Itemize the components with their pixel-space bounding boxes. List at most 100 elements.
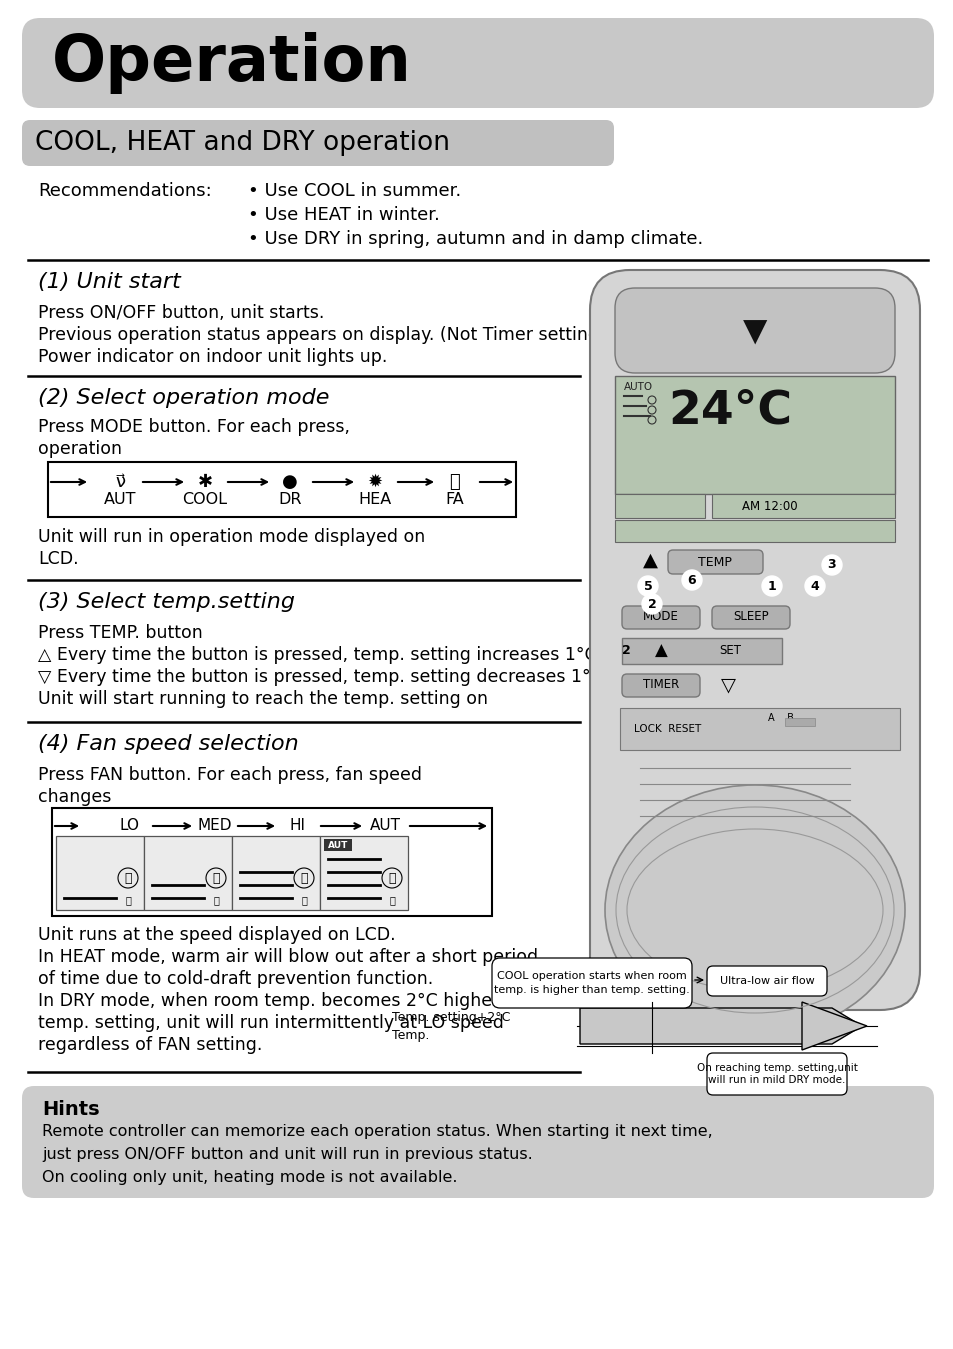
Text: ▽: ▽ bbox=[720, 676, 735, 695]
Text: LO: LO bbox=[120, 819, 140, 834]
Text: DR: DR bbox=[278, 492, 301, 507]
Text: △ Every time the button is pressed, temp. setting increases 1°C: △ Every time the button is pressed, temp… bbox=[38, 646, 596, 664]
Text: ⏻: ⏻ bbox=[301, 894, 307, 905]
Text: ν⃗: ν⃗ bbox=[115, 473, 125, 491]
Text: Temp.: Temp. bbox=[392, 1029, 429, 1043]
Text: (4) Fan speed selection: (4) Fan speed selection bbox=[38, 734, 298, 754]
Text: LOCK  RESET: LOCK RESET bbox=[634, 724, 700, 734]
FancyBboxPatch shape bbox=[615, 287, 894, 374]
Text: (2) Select operation mode: (2) Select operation mode bbox=[38, 389, 329, 407]
Text: 2: 2 bbox=[621, 645, 630, 657]
FancyBboxPatch shape bbox=[589, 270, 919, 1010]
Text: COOL, HEAT and DRY operation: COOL, HEAT and DRY operation bbox=[35, 130, 450, 156]
Bar bbox=[319, 836, 408, 911]
Bar bbox=[615, 519, 894, 542]
Text: ⦿: ⦿ bbox=[300, 871, 308, 885]
Text: just press ON/OFF button and unit will run in previous status.: just press ON/OFF button and unit will r… bbox=[42, 1147, 532, 1161]
Text: 24°C: 24°C bbox=[667, 389, 791, 433]
Text: ⏻: ⏻ bbox=[389, 894, 395, 905]
Text: AUT: AUT bbox=[104, 492, 136, 507]
Circle shape bbox=[681, 571, 701, 590]
Text: Operation: Operation bbox=[52, 32, 412, 94]
Text: HEA: HEA bbox=[358, 492, 392, 507]
Text: • Use HEAT in winter.: • Use HEAT in winter. bbox=[248, 206, 439, 224]
Circle shape bbox=[821, 554, 841, 575]
Text: A    B: A B bbox=[767, 714, 793, 723]
Text: ▾: ▾ bbox=[742, 308, 766, 356]
Text: 3: 3 bbox=[827, 558, 836, 572]
Text: TIMER: TIMER bbox=[642, 679, 679, 692]
Text: ⏻: ⏻ bbox=[213, 894, 218, 905]
Text: (3) Select temp.setting: (3) Select temp.setting bbox=[38, 592, 294, 612]
Text: ⏻: ⏻ bbox=[125, 894, 131, 905]
Text: Remote controller can memorize each operation status. When starting it next time: Remote controller can memorize each oper… bbox=[42, 1124, 712, 1139]
Text: Press TEMP. button: Press TEMP. button bbox=[38, 625, 203, 642]
Text: In HEAT mode, warm air will blow out after a short period: In HEAT mode, warm air will blow out aft… bbox=[38, 948, 537, 966]
Text: Unit runs at the speed displayed on LCD.: Unit runs at the speed displayed on LCD. bbox=[38, 925, 395, 944]
Text: Press ON/OFF button, unit starts.: Press ON/OFF button, unit starts. bbox=[38, 304, 324, 322]
Text: (1) Unit start: (1) Unit start bbox=[38, 272, 180, 291]
Text: regardless of FAN setting.: regardless of FAN setting. bbox=[38, 1036, 262, 1054]
Bar bbox=[615, 494, 704, 518]
Text: 5: 5 bbox=[643, 580, 652, 592]
Bar bbox=[619, 708, 899, 750]
Bar bbox=[324, 839, 352, 851]
Text: changes: changes bbox=[38, 788, 112, 805]
Bar bbox=[232, 836, 319, 911]
Circle shape bbox=[638, 576, 658, 596]
Bar bbox=[144, 836, 232, 911]
Text: ⦿: ⦿ bbox=[449, 473, 460, 491]
Text: HI: HI bbox=[290, 819, 306, 834]
Text: ▲: ▲ bbox=[654, 642, 667, 660]
Text: ▲: ▲ bbox=[641, 550, 657, 569]
Bar bbox=[52, 808, 492, 916]
Circle shape bbox=[804, 576, 824, 596]
FancyBboxPatch shape bbox=[711, 606, 789, 629]
Text: AUT: AUT bbox=[328, 840, 348, 850]
Text: SLEEP: SLEEP bbox=[733, 611, 768, 623]
Text: • Use COOL in summer.: • Use COOL in summer. bbox=[248, 182, 460, 200]
Text: ▽ Every time the button is pressed, temp. setting decreases 1°C: ▽ Every time the button is pressed, temp… bbox=[38, 668, 602, 687]
FancyBboxPatch shape bbox=[706, 1054, 846, 1095]
FancyBboxPatch shape bbox=[492, 958, 691, 1008]
Text: Hints: Hints bbox=[42, 1099, 99, 1120]
Text: TEMP: TEMP bbox=[698, 556, 731, 568]
Text: ✹: ✹ bbox=[367, 473, 382, 491]
Polygon shape bbox=[801, 1002, 866, 1050]
Text: MODE: MODE bbox=[642, 611, 679, 623]
Bar bbox=[784, 718, 814, 726]
Bar bbox=[56, 836, 144, 911]
Text: ⦿: ⦿ bbox=[212, 871, 219, 885]
Text: of time due to cold-draft prevention function.: of time due to cold-draft prevention fun… bbox=[38, 970, 433, 987]
Text: Unit will start running to reach the temp. setting on: Unit will start running to reach the tem… bbox=[38, 689, 488, 708]
Text: 1: 1 bbox=[767, 580, 776, 592]
Text: AUTO: AUTO bbox=[623, 382, 653, 393]
Text: In DRY mode, when room temp. becomes 2°C higher than: In DRY mode, when room temp. becomes 2°C… bbox=[38, 992, 543, 1010]
Text: 2: 2 bbox=[647, 598, 656, 611]
Bar bbox=[621, 638, 781, 664]
Text: On cooling only unit, heating mode is not available.: On cooling only unit, heating mode is no… bbox=[42, 1170, 457, 1184]
FancyBboxPatch shape bbox=[667, 550, 762, 575]
Text: LCD.: LCD. bbox=[38, 550, 78, 568]
Bar bbox=[615, 376, 894, 494]
FancyBboxPatch shape bbox=[22, 120, 614, 166]
Text: • Use DRY in spring, autumn and in damp climate.: • Use DRY in spring, autumn and in damp … bbox=[248, 229, 702, 248]
Text: AUT: AUT bbox=[369, 819, 400, 834]
Text: operation: operation bbox=[38, 440, 122, 459]
Text: temp. setting, unit will run intermittently at LO speed: temp. setting, unit will run intermitten… bbox=[38, 1014, 503, 1032]
FancyBboxPatch shape bbox=[22, 1086, 933, 1198]
FancyBboxPatch shape bbox=[621, 606, 700, 629]
FancyBboxPatch shape bbox=[22, 18, 933, 108]
Text: ⦿: ⦿ bbox=[124, 871, 132, 885]
Text: ●: ● bbox=[282, 473, 297, 491]
Text: Unit will run in operation mode displayed on: Unit will run in operation mode displaye… bbox=[38, 527, 425, 546]
FancyBboxPatch shape bbox=[621, 674, 700, 697]
Ellipse shape bbox=[604, 785, 904, 1035]
Text: MED: MED bbox=[197, 819, 232, 834]
Bar bbox=[48, 461, 516, 517]
Text: SET: SET bbox=[719, 645, 740, 657]
Text: On reaching temp. setting,unit
will run in mild DRY mode.: On reaching temp. setting,unit will run … bbox=[696, 1063, 857, 1085]
Bar bbox=[711, 494, 894, 518]
Text: Press MODE button. For each press,: Press MODE button. For each press, bbox=[38, 418, 350, 436]
Text: AM 12:00: AM 12:00 bbox=[741, 499, 797, 513]
